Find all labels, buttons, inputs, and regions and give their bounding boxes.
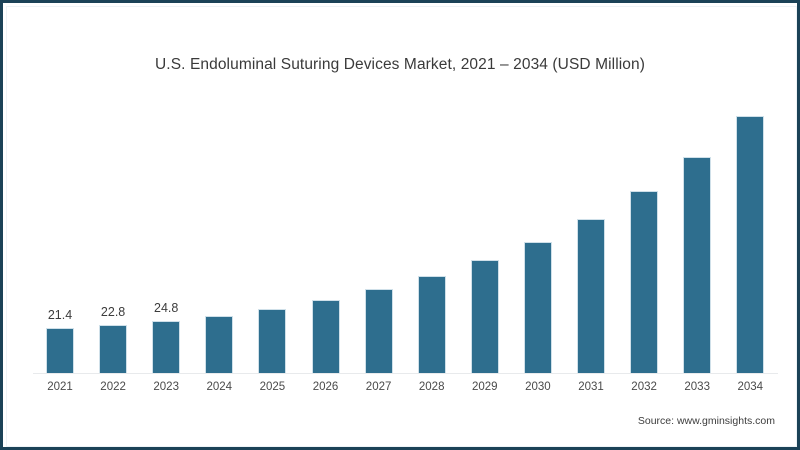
chart-title: U.S. Endoluminal Suturing Devices Market… — [155, 56, 645, 73]
x-tick-2026: 2026 — [312, 381, 339, 393]
bar-2026 — [311, 299, 340, 373]
data-label-2022: 22.8 — [100, 305, 126, 320]
x-tick-2033: 2033 — [684, 381, 710, 393]
bar-2024 — [205, 316, 234, 373]
x-tick-2025: 2025 — [259, 381, 286, 393]
bar-2028 — [417, 275, 446, 373]
x-tick-2027: 2027 — [365, 381, 392, 393]
x-tick-2034: 2034 — [737, 381, 764, 393]
x-tick-2029: 2029 — [472, 381, 498, 393]
bar-2033 — [683, 156, 712, 373]
plot-area — [33, 98, 778, 374]
x-tick-2024: 2024 — [206, 381, 233, 393]
bar-2029 — [470, 260, 499, 373]
x-tick-2022: 2022 — [100, 381, 126, 393]
bar-2021 — [46, 328, 74, 373]
source-note: Source: www.gminsights.com — [637, 415, 775, 427]
bar-2031 — [577, 218, 605, 373]
data-label-2021: 21.4 — [47, 308, 73, 323]
bar-2034 — [736, 115, 765, 373]
x-tick-2021: 2021 — [47, 381, 73, 393]
x-tick-2032: 2032 — [631, 381, 657, 393]
x-tick-2030: 2030 — [525, 381, 551, 393]
data-label-2023: 24.8 — [154, 300, 179, 315]
inner-border — [6, 6, 797, 447]
bar-2027 — [364, 289, 393, 373]
bar-2023 — [152, 320, 181, 373]
x-axis-line — [33, 373, 778, 374]
bar-2025 — [258, 308, 287, 373]
bar-2030 — [523, 241, 552, 373]
x-tick-2023: 2023 — [153, 381, 179, 393]
bar-2032 — [630, 190, 659, 373]
x-tick-2031: 2031 — [578, 381, 604, 393]
x-tick-2028: 2028 — [418, 381, 445, 393]
bar-2022 — [99, 325, 128, 373]
